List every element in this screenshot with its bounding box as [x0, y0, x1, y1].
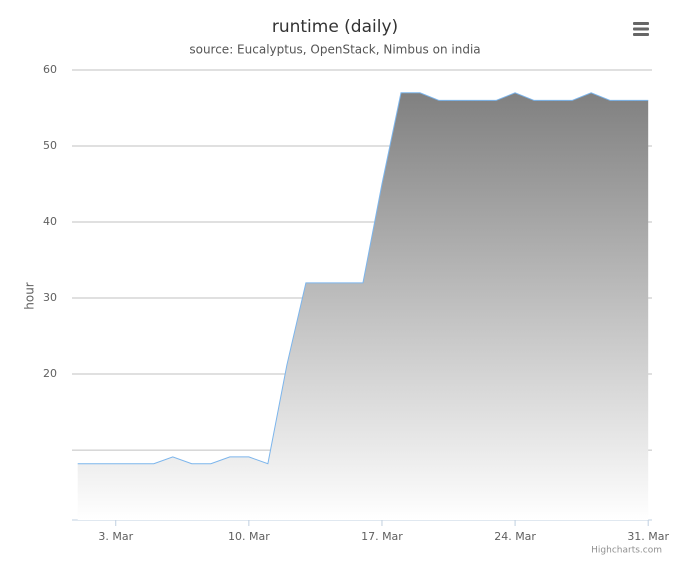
x-tick-label: 3. Mar	[98, 530, 133, 543]
y-tick-label: 60	[43, 63, 57, 76]
menu-bar	[633, 33, 649, 36]
menu-bar	[633, 22, 649, 25]
x-tick-label: 17. Mar	[361, 530, 403, 543]
y-tick-label: 30	[43, 291, 57, 304]
credit: Highcharts.com	[591, 546, 662, 556]
y-tick-label: 20	[43, 367, 57, 380]
y-tick-label: 50	[43, 139, 57, 152]
chart-subtitle: source: Eucalyptus, OpenStack, Nimbus on…	[189, 43, 480, 57]
menu-button[interactable]	[626, 14, 656, 42]
area-fill	[77, 92, 649, 521]
y-tick-label: 40	[43, 215, 57, 228]
menu-bar	[633, 27, 649, 31]
x-tick-label: 31. Mar	[627, 530, 669, 543]
area-line	[77, 92, 649, 465]
chart-title: runtime (daily)	[272, 17, 398, 37]
x-tick-label: 24. Mar	[494, 530, 536, 543]
x-tick-label: 10. Mar	[228, 530, 270, 543]
y-axis-title: hour	[23, 282, 37, 310]
